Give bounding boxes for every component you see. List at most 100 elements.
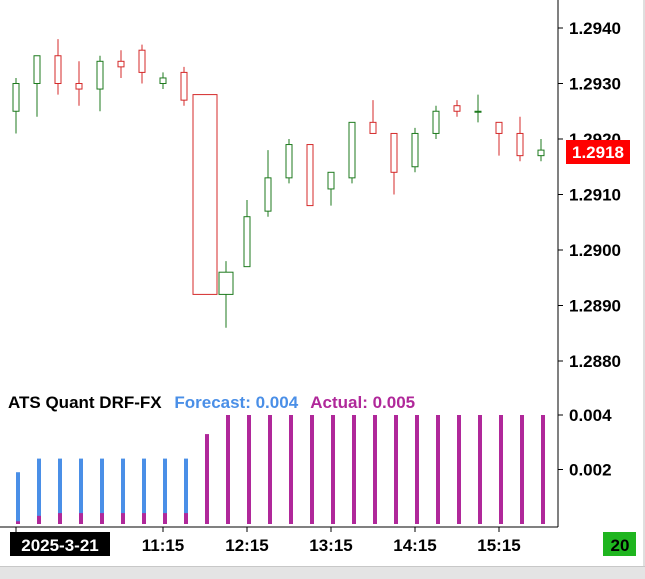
candle-body [474,110,482,113]
forecast-bar [142,458,146,524]
candle [537,139,545,162]
time-tick-label: 13:15 [309,536,352,555]
time-tick-label: 15:15 [477,536,520,555]
candle-body [432,110,440,134]
candle-body [495,121,503,134]
last-price-badge-bg [566,140,630,164]
actual-bar [373,415,377,524]
bars-count-badge: 20 [603,532,636,556]
candle [327,171,335,206]
forecast-bar [121,458,125,524]
candle [138,44,146,84]
candle-body [537,149,545,157]
candle [75,61,83,106]
candle [264,150,272,217]
actual-bar [37,515,41,524]
actual-bar [478,415,482,524]
osc-tick-label: 0.002 [569,461,612,480]
price-tick-label: 1.2930 [569,75,621,94]
last-price-badge-text: 1.2918 [572,143,624,162]
candle [474,94,482,123]
candle [495,121,503,156]
actual-bar [247,415,251,524]
actual-bar [289,415,293,524]
candle-body [117,60,125,68]
candle-body [411,132,419,168]
candle [369,100,377,134]
candle [12,77,20,134]
candle-body [54,55,62,84]
price-tick-label: 1.2900 [569,241,621,260]
candle-body [192,94,218,295]
price-tick-labels: 1.29401.29301.29201.29101.29001.28901.28… [558,19,621,371]
time-tick-label: 14:15 [393,536,436,555]
indicator-name: ATS Quant DRF-FX [8,393,162,412]
candle [117,50,125,78]
candle-body [390,132,398,173]
forecast-bar [163,458,167,524]
actual-bar [520,415,524,524]
candle-body [159,77,167,84]
forecast-bar [16,472,20,524]
forecast-bar [79,458,83,524]
actual-bar [79,513,83,524]
candle [390,132,398,195]
actual-bar [100,513,104,524]
actual-bar [499,415,503,524]
actual-bar [541,415,545,524]
candle-body [453,105,461,112]
candle [33,55,41,117]
bars-count-badge-text: 20 [611,536,630,555]
actual-bar [163,513,167,524]
candle-body [348,121,356,179]
price-tick-label: 1.2940 [569,19,621,38]
actual-bar [142,513,146,524]
candle-body [285,144,293,179]
candle [348,121,356,184]
osc-tick-label: 0.004 [569,406,612,425]
actual-bar [268,415,272,524]
candle-body [180,71,188,101]
candle-body [306,144,314,207]
time-tick-label: 12:15 [225,536,268,555]
candle [192,94,218,295]
candle-body [327,171,335,190]
candle [306,144,314,207]
price-tick-label: 1.2890 [569,297,621,316]
actual-bar [394,415,398,524]
candle-body [138,49,146,73]
candle-body [516,132,524,157]
date-badge: 2025-3-21 [10,532,110,556]
actual-bar [457,415,461,524]
time-tick-labels: 11:15 12:15 13:15 14:15 15:15 [15,527,521,555]
price-tick-label: 1.2880 [569,352,621,371]
candle-body [12,83,20,112]
candle-body [96,60,104,90]
candle [516,116,524,162]
candle [411,127,419,173]
price-tick-label: 1.2910 [569,186,621,205]
candle-body [33,55,41,84]
candle-body [218,271,234,295]
candle-body [75,83,83,90]
actual-bar [415,415,419,524]
candle-body [264,177,272,212]
forecast-bar [100,458,104,524]
actual-bar [58,513,62,524]
actual-bar [121,513,125,524]
candle [180,66,188,106]
date-badge-text: 2025-3-21 [21,536,99,555]
candle [432,105,440,139]
candle [243,200,251,268]
histogram-layer [16,415,545,524]
actual-bar [205,434,209,524]
horizontal-scrollbar[interactable] [0,566,645,579]
date-badge-bg [10,532,110,556]
candle [453,100,461,117]
actual-bar [226,415,230,524]
candle [285,139,293,184]
actual-bar [331,415,335,524]
candle-body [243,216,251,268]
